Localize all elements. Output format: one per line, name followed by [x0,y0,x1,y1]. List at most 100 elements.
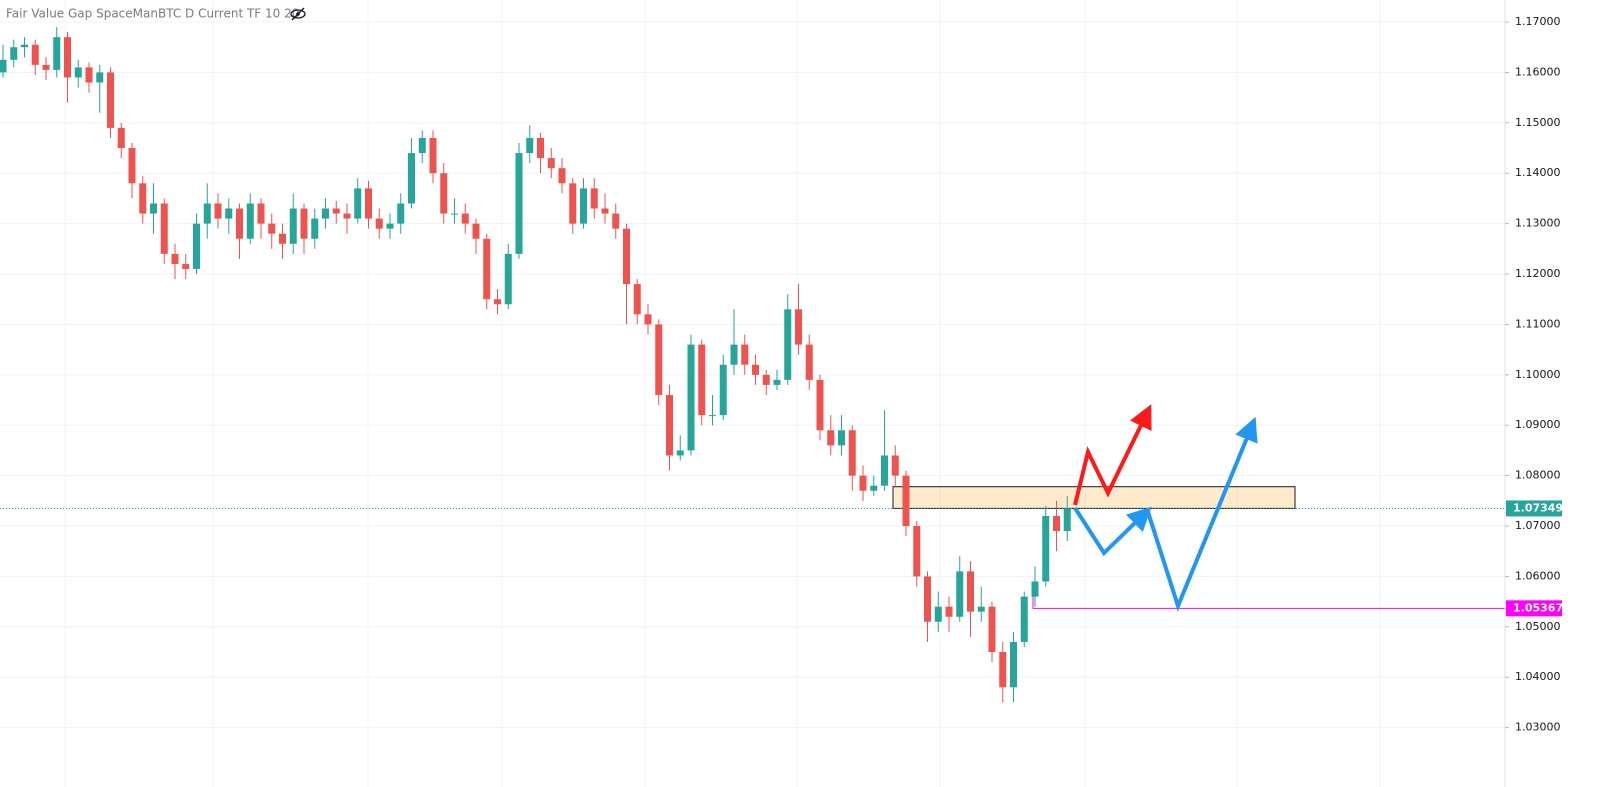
y-tick-label: 1.17000 [1515,15,1561,28]
candle-body [472,223,480,239]
candle-body [687,344,695,451]
candle-body [1020,596,1028,642]
candle-body [558,168,566,184]
candle-body [408,153,415,204]
candle-body [644,314,652,325]
y-tick-label: 1.16000 [1515,65,1561,78]
y-tick-label: 1.04000 [1515,670,1561,683]
candle-body [967,571,974,612]
candle-body [214,203,222,219]
candle-body [64,37,71,78]
y-tick-label: 1.03000 [1515,721,1561,734]
candle-body [203,203,211,224]
candle-body [332,208,340,214]
candle-body [0,59,7,73]
candle-body [139,183,147,214]
candle-body [193,223,200,269]
candle-body [569,183,577,224]
fvg-zone [892,486,1296,509]
candle-body [913,526,921,577]
candle-body [999,652,1007,688]
visibility-icon[interactable] [290,7,306,21]
candle-body [10,47,18,60]
candle-body [752,364,759,375]
candle-body [85,67,93,83]
candle-body [655,324,663,395]
candle-body [902,475,910,527]
candle-body [988,606,996,653]
candle-body [117,127,125,149]
y-tick-label: 1.08000 [1515,469,1561,482]
candle-body [225,208,233,219]
candle-body [42,64,50,70]
candle-body [440,173,448,214]
y-tick-label: 1.11000 [1515,317,1561,330]
candle-body [257,203,265,224]
candle-body [494,299,501,305]
candle-body [784,309,792,380]
candle-body [246,203,254,239]
candle-body [848,430,856,476]
candle-body [343,213,351,219]
candle-body [623,228,630,285]
candle-body [666,394,673,456]
chart-title: Fair Value Gap SpaceManBTC D Current TF … [6,7,299,21]
candle-body [354,188,362,219]
grid [0,0,1505,787]
candle-body [676,450,684,456]
candle-body [74,67,82,78]
plot [0,27,1505,703]
candle-body [236,208,243,239]
candle-body [934,606,942,622]
candle-body [418,137,426,154]
candle-body [386,223,394,229]
candle-body [300,208,308,239]
last-price-label: 1.07349 [1513,501,1563,514]
candle-body [698,344,706,416]
candle-body [150,203,157,214]
candle-body [160,203,168,254]
candle-body [805,344,813,380]
candle-body [21,44,28,48]
last-price-box [1506,500,1562,517]
candle-body [504,253,512,305]
y-tick-label: 1.06000 [1515,569,1561,582]
candle-body [1031,581,1039,597]
candle-body [311,218,319,239]
candle-body [580,188,587,224]
candle-body [107,72,114,128]
candle-body [612,213,620,229]
candle-body [96,72,104,83]
y-tick-label: 1.09000 [1515,418,1561,431]
candle-body [601,208,609,214]
candle-body [827,430,835,446]
y-tick-label: 1.13000 [1515,217,1561,230]
candle-body [741,344,749,365]
candle-body [945,606,953,617]
candle-body [1010,641,1017,688]
y-tick-label: 1.15000 [1515,116,1561,129]
candle-body [537,137,544,159]
y-tick-label: 1.12000 [1515,267,1561,280]
candle-body [483,238,491,300]
candle-body [53,37,61,70]
candle-body [633,284,641,315]
candle-body [773,379,781,385]
candle-body [461,213,469,224]
candle-body [451,213,458,215]
candle-body [795,309,802,345]
candle-body [1053,515,1060,532]
y-tick-label: 1.10000 [1515,368,1561,381]
red-arrow [1073,404,1152,506]
candle-body [268,223,276,234]
y-tick-label: 1.07000 [1515,519,1561,532]
candle-body [322,208,329,219]
candle-body [1063,508,1071,532]
y-tick-label: 1.14000 [1515,166,1561,179]
candle-body [397,203,405,224]
candle-body [279,233,286,244]
candle-body [547,158,555,169]
candle-body [128,148,136,184]
candle-body [429,137,437,174]
candle-body [816,379,824,431]
